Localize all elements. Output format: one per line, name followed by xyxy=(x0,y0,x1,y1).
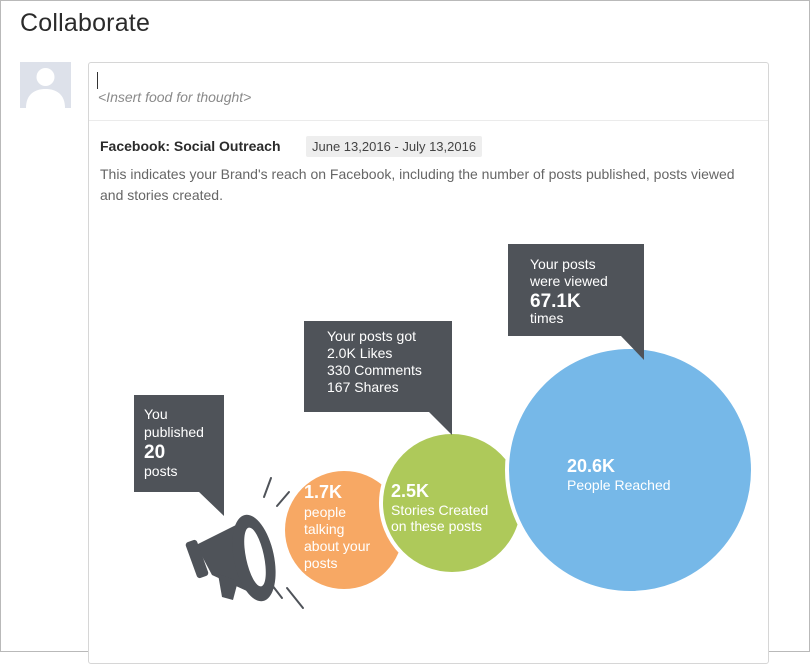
svg-text:posts: posts xyxy=(304,555,337,571)
people-reached-label: 20.6K People Reached xyxy=(567,456,671,493)
svg-text:published: published xyxy=(144,424,204,440)
people-talking-circle xyxy=(285,471,403,589)
svg-text:times: times xyxy=(530,310,563,326)
svg-text:Your posts got: Your posts got xyxy=(327,328,416,344)
stories-created-label: 2.5K Stories Created on these posts xyxy=(391,481,488,534)
text-caret xyxy=(97,72,98,89)
svg-text:330 Comments: 330 Comments xyxy=(327,362,422,378)
user-silhouette-icon xyxy=(26,68,65,108)
svg-text:people: people xyxy=(304,504,346,520)
svg-text:1.7K: 1.7K xyxy=(304,482,342,502)
svg-text:posts: posts xyxy=(144,463,177,479)
svg-text:on these posts: on these posts xyxy=(391,518,482,534)
sound-lines xyxy=(263,477,304,609)
svg-text:20: 20 xyxy=(144,442,165,463)
svg-text:67.1K: 67.1K xyxy=(530,291,581,312)
svg-text:167 Shares: 167 Shares xyxy=(327,379,399,395)
svg-text:2.0K Likes: 2.0K Likes xyxy=(327,345,392,361)
megaphone-icon xyxy=(185,514,276,602)
svg-text:talking: talking xyxy=(304,521,344,537)
svg-text:20.6K: 20.6K xyxy=(567,456,615,476)
compose-input[interactable] xyxy=(89,63,768,121)
svg-text:about your: about your xyxy=(304,538,370,554)
page-title: Collaborate xyxy=(20,9,151,37)
svg-text:were viewed: were viewed xyxy=(529,273,608,289)
people-reached-circle xyxy=(505,345,755,595)
people-talking-label: 1.7K people talking about your posts xyxy=(304,482,370,571)
card-title: Facebook: Social Outreach xyxy=(100,138,281,154)
avatar xyxy=(20,62,71,108)
svg-text:People Reached: People Reached xyxy=(567,477,671,493)
views-callout: Your posts were viewed 67.1K times xyxy=(508,244,644,360)
svg-text:Your posts: Your posts xyxy=(530,256,596,272)
date-range-badge: June 13,2016 - July 13,2016 xyxy=(306,136,483,157)
svg-text:2.5K: 2.5K xyxy=(391,481,429,501)
published-callout: You published 20 posts xyxy=(134,395,224,516)
svg-text:You: You xyxy=(144,406,168,422)
engagement-callout: Your posts got 2.0K Likes 330 Comments 1… xyxy=(304,321,452,435)
card-description: This indicates your Brand's reach on Fac… xyxy=(100,166,735,203)
svg-text:Stories Created: Stories Created xyxy=(391,502,488,518)
